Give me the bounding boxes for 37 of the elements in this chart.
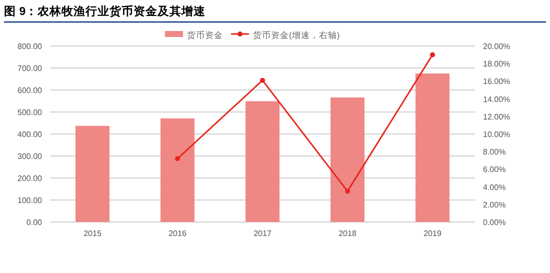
y2-tick-label: 0.00% — [483, 218, 506, 227]
y-tick-label: 100.00 — [18, 196, 43, 205]
y2-tick-label: 12.00% — [483, 112, 510, 122]
x-tick-label: 2018 — [338, 229, 357, 238]
y2-tick-label: 4.00% — [483, 182, 506, 192]
bar — [246, 101, 280, 222]
x-tick-label: 2019 — [424, 229, 442, 238]
y2-tick-label: 10.00% — [483, 130, 510, 139]
point — [175, 156, 180, 162]
y-tick-label: 600.00 — [18, 86, 43, 95]
y-tick-label: 800.00 — [18, 42, 43, 51]
y2-tick-label: 2.00% — [483, 200, 506, 210]
point — [345, 188, 350, 194]
y2-tick-label: 20.00% — [483, 42, 510, 51]
chart-title: 图 9：农林牧渔行业货币资金及其增速 — [4, 4, 206, 18]
point — [260, 78, 265, 83]
y2-tick-label: 6.00% — [483, 165, 506, 174]
x-tick-label: 2017 — [254, 229, 272, 238]
x-tick-label: 2016 — [168, 229, 187, 238]
y2-tick-label: 14.00% — [483, 94, 510, 104]
bar — [160, 118, 194, 222]
bar — [416, 74, 450, 222]
legend-label: 货币资金(增速，右轴) — [253, 30, 340, 40]
y-tick-label: 0.00 — [26, 218, 43, 227]
y2-tick-label: 16.00% — [483, 77, 510, 86]
y2-tick-label: 18.00% — [483, 60, 510, 69]
bar — [76, 126, 110, 222]
point — [430, 52, 435, 58]
y-tick-label: 400.00 — [18, 130, 43, 139]
y2-tick-label: 8.00% — [483, 148, 506, 157]
bar — [330, 97, 364, 222]
y-tick-label: 300.00 — [18, 152, 43, 161]
y-tick-label: 500.00 — [18, 108, 43, 117]
y-tick-label: 200.00 — [18, 174, 43, 183]
y-tick-label: 700.00 — [18, 64, 43, 73]
legend-label: 货币资金 — [187, 30, 223, 40]
x-tick-label: 2015 — [84, 229, 102, 238]
